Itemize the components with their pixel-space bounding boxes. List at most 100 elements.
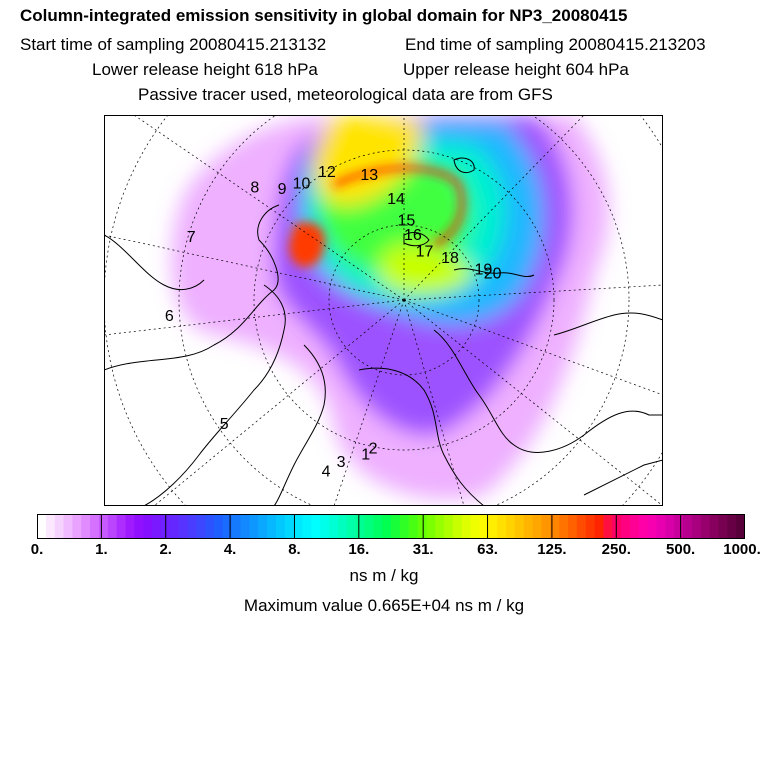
colorbar-cell	[187, 514, 197, 539]
map-title: Column-integrated emission sensitivity i…	[20, 6, 628, 25]
colorbar-cell	[736, 514, 745, 539]
colorbar-cell	[559, 514, 569, 539]
colorbar-cell	[629, 514, 640, 539]
colorbar-cell	[408, 514, 418, 539]
colorbar-cell	[169, 514, 179, 539]
colorbar-cell	[568, 514, 578, 539]
colorbar-cell	[267, 514, 277, 539]
track-label: 19	[475, 261, 493, 278]
track-label: 12	[318, 164, 336, 181]
colorbar-cell	[612, 514, 622, 539]
colorbar-cell	[523, 514, 533, 539]
track-label: 18	[441, 250, 459, 267]
colorbar-cell	[373, 514, 383, 539]
track-label: 15	[398, 212, 416, 229]
graticule	[104, 115, 663, 506]
colorbar-tick-label: 63.	[477, 541, 498, 558]
track-label: 1	[361, 446, 370, 463]
lower-release-height-label: Lower release height 618 hPa	[92, 60, 318, 79]
colorbar-cell	[576, 514, 587, 539]
colorbar-cell	[337, 514, 348, 539]
colorbar-cell	[470, 514, 480, 539]
colorbar-cell	[302, 514, 312, 539]
colorbar-cell	[275, 514, 286, 539]
colorbar-cell	[178, 514, 188, 539]
colorbar-tick-label: 0.	[30, 541, 44, 558]
colorbar-cell	[98, 514, 109, 539]
colorbar-cell	[541, 514, 551, 539]
colorbar-cell	[603, 514, 613, 539]
colorbar-cell	[152, 514, 162, 539]
colorbar-cell	[258, 514, 268, 539]
colorbar-cell	[196, 514, 206, 539]
colorbar-cell	[665, 514, 675, 539]
colorbar-cell	[37, 514, 47, 539]
colorbar-tick-label: 2.	[159, 541, 172, 558]
colorbar-cell	[143, 514, 153, 539]
colorbar-cell	[355, 514, 365, 539]
colorbar-cell	[346, 514, 356, 539]
track-label: 3	[337, 454, 346, 471]
colorbar-cell	[382, 514, 392, 539]
colorbar-cell	[63, 514, 73, 539]
plume-core	[289, 165, 465, 268]
colorbar-cell	[399, 514, 410, 539]
colorbar-tick-label: 1.	[95, 541, 108, 558]
units-label: ns m / kg	[349, 566, 419, 585]
colorbar-cell	[700, 514, 710, 539]
colorbar-cell	[514, 514, 525, 539]
colorbar-cell	[107, 514, 118, 539]
colorbar-tick-label: 125.	[537, 541, 567, 558]
track-label: 6	[165, 308, 174, 325]
track-label: 8	[250, 180, 259, 197]
colorbar-cell	[205, 514, 215, 539]
colorbar-cell	[585, 514, 595, 539]
track-label: 9	[278, 181, 287, 198]
start-time-label: Start time of sampling 20080415.213132	[20, 35, 327, 54]
colorbar-cell	[214, 514, 224, 539]
upper-release-height-label: Upper release height 604 hPa	[403, 60, 629, 79]
colorbar-tick-label: 1000.	[723, 541, 761, 558]
track-label: 10	[293, 176, 311, 193]
colorbar-cell	[718, 514, 728, 539]
colorbar-tick-label: 250.	[601, 541, 631, 558]
track-label: 7	[187, 229, 196, 246]
colorbar-cell	[320, 514, 330, 539]
colorbar-cell	[488, 514, 498, 539]
colorbar-cell	[311, 514, 321, 539]
colorbar-tick-label: 4.	[223, 541, 237, 558]
track-label: 20	[484, 266, 502, 283]
colorbar-tick-label: 31.	[412, 541, 434, 558]
track-label: 13	[360, 167, 378, 184]
colorbar-cell	[293, 514, 303, 539]
track-label: 5	[220, 416, 229, 433]
colorbar-cell	[391, 514, 401, 539]
track-label: 2	[369, 441, 378, 458]
colorbar-cell	[479, 514, 489, 539]
colorbar-cell	[81, 514, 91, 539]
plume-field	[171, 115, 609, 500]
colorbar-cell	[426, 514, 436, 539]
colorbar-cell	[497, 514, 507, 539]
colorbar-cell	[249, 514, 259, 539]
colorbar-cell	[532, 514, 542, 539]
colorbar-cell	[72, 514, 82, 539]
tracer-note: Passive tracer used, meteorological data…	[138, 85, 553, 104]
colorbar-cell	[594, 514, 604, 539]
colorbar-cell	[656, 514, 666, 539]
colorbar-cell	[364, 514, 374, 539]
colorbar-cell	[45, 514, 56, 539]
colorbar-cell	[638, 514, 649, 539]
maximum-value-label: Maximum value 0.665E+04 ns m / kg	[243, 596, 525, 615]
colorbar-tick-label: 8.	[288, 541, 301, 558]
colorbar-cell	[674, 514, 684, 539]
colorbar-cell	[240, 514, 250, 539]
colorbar-tick-label: 16.	[348, 541, 370, 558]
colorbar-cell	[90, 514, 100, 539]
colorbar	[37, 514, 745, 539]
colorbar-cell	[284, 514, 295, 539]
colorbar-cell	[727, 514, 737, 539]
colorbar-cell	[125, 514, 135, 539]
